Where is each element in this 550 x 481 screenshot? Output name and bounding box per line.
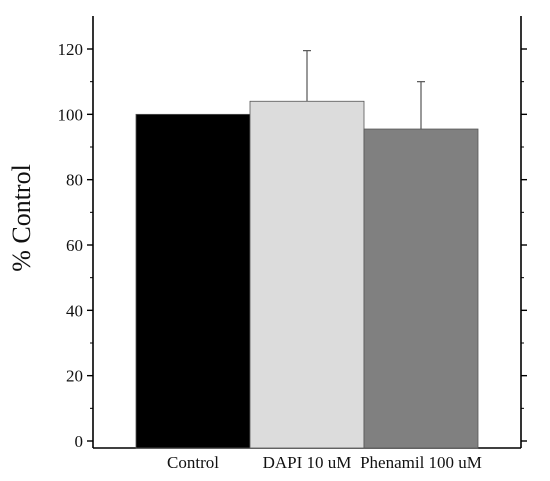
- x-tick-label: DAPI 10 uM: [263, 453, 352, 472]
- y-tick-label: 0: [75, 432, 84, 451]
- bar-3: [363, 128, 479, 449]
- y-tick-label: 40: [66, 301, 83, 320]
- x-axis-ticks: Control DAPI 10 uM Phenamil 100 uM: [167, 453, 482, 472]
- y-tick-label: 100: [58, 105, 84, 124]
- y-tick-label: 120: [58, 40, 84, 59]
- bar-2: [249, 100, 365, 449]
- y-tick-label: 20: [66, 367, 83, 386]
- y-tick-label: 60: [66, 236, 83, 255]
- error-bar-group: [303, 50, 425, 130]
- y-tick-label: 80: [66, 171, 83, 190]
- x-tick-label: Control: [167, 453, 219, 472]
- y-axis-label: % Control: [7, 164, 36, 272]
- bar-group: [135, 100, 479, 449]
- x-tick-label: Phenamil 100 uM: [360, 453, 482, 472]
- bar-1: [135, 113, 251, 449]
- y-axis-ticks: 0 20 40 60 80 100 120: [58, 40, 527, 451]
